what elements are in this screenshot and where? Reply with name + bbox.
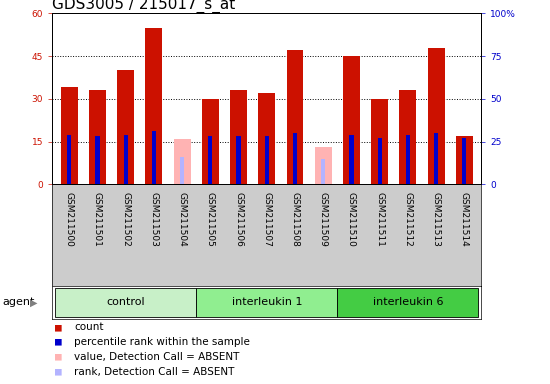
Bar — [67, 135, 72, 184]
Text: ■: ■ — [55, 367, 62, 377]
Text: percentile rank within the sample: percentile rank within the sample — [74, 337, 250, 347]
Bar — [434, 133, 438, 184]
Bar — [117, 70, 134, 184]
Bar — [152, 131, 156, 184]
Text: GSM211511: GSM211511 — [375, 192, 384, 247]
Bar — [399, 90, 416, 184]
Bar — [406, 135, 410, 184]
Bar — [427, 48, 444, 184]
Text: control: control — [106, 297, 145, 307]
Text: GSM211507: GSM211507 — [262, 192, 271, 247]
Bar — [321, 159, 325, 184]
Bar — [236, 136, 241, 184]
Text: GSM211513: GSM211513 — [432, 192, 441, 247]
Text: interleukin 1: interleukin 1 — [232, 297, 302, 307]
Bar — [145, 28, 162, 184]
Text: GSM211500: GSM211500 — [65, 192, 74, 247]
Text: interleukin 6: interleukin 6 — [372, 297, 443, 307]
Text: agent: agent — [3, 297, 35, 308]
Bar — [343, 56, 360, 184]
Text: GSM211504: GSM211504 — [178, 192, 186, 247]
Bar — [202, 99, 219, 184]
Text: GSM211501: GSM211501 — [93, 192, 102, 247]
Bar — [208, 136, 212, 184]
Bar — [456, 136, 473, 184]
Text: GSM211509: GSM211509 — [318, 192, 328, 247]
Bar — [180, 157, 184, 184]
Bar — [287, 50, 304, 184]
Bar — [293, 133, 297, 184]
Text: GSM211502: GSM211502 — [121, 192, 130, 247]
Bar — [337, 288, 478, 317]
Text: GSM211512: GSM211512 — [403, 192, 412, 247]
Text: GSM211506: GSM211506 — [234, 192, 243, 247]
Bar — [349, 135, 354, 184]
Bar — [89, 90, 106, 184]
Bar — [258, 93, 275, 184]
Bar — [230, 90, 247, 184]
Text: count: count — [74, 322, 104, 332]
Text: GSM211503: GSM211503 — [150, 192, 158, 247]
Bar — [315, 147, 332, 184]
Bar — [371, 99, 388, 184]
Text: ■: ■ — [55, 322, 62, 332]
Bar — [462, 138, 466, 184]
Text: GSM211510: GSM211510 — [347, 192, 356, 247]
Text: GSM211514: GSM211514 — [460, 192, 469, 247]
Bar — [265, 136, 269, 184]
Bar — [174, 139, 190, 184]
Text: ■: ■ — [55, 352, 62, 362]
Text: ■: ■ — [55, 337, 62, 347]
Bar — [55, 288, 196, 317]
Text: value, Detection Call = ABSENT: value, Detection Call = ABSENT — [74, 352, 240, 362]
Text: GDS3005 / 215017_s_at: GDS3005 / 215017_s_at — [52, 0, 235, 13]
Bar — [124, 135, 128, 184]
Text: rank, Detection Call = ABSENT: rank, Detection Call = ABSENT — [74, 367, 235, 377]
Bar — [60, 88, 78, 184]
Bar — [377, 138, 382, 184]
Bar — [95, 136, 100, 184]
Bar — [196, 288, 337, 317]
Text: GSM211508: GSM211508 — [290, 192, 299, 247]
Text: ▶: ▶ — [30, 297, 38, 308]
Text: GSM211505: GSM211505 — [206, 192, 215, 247]
